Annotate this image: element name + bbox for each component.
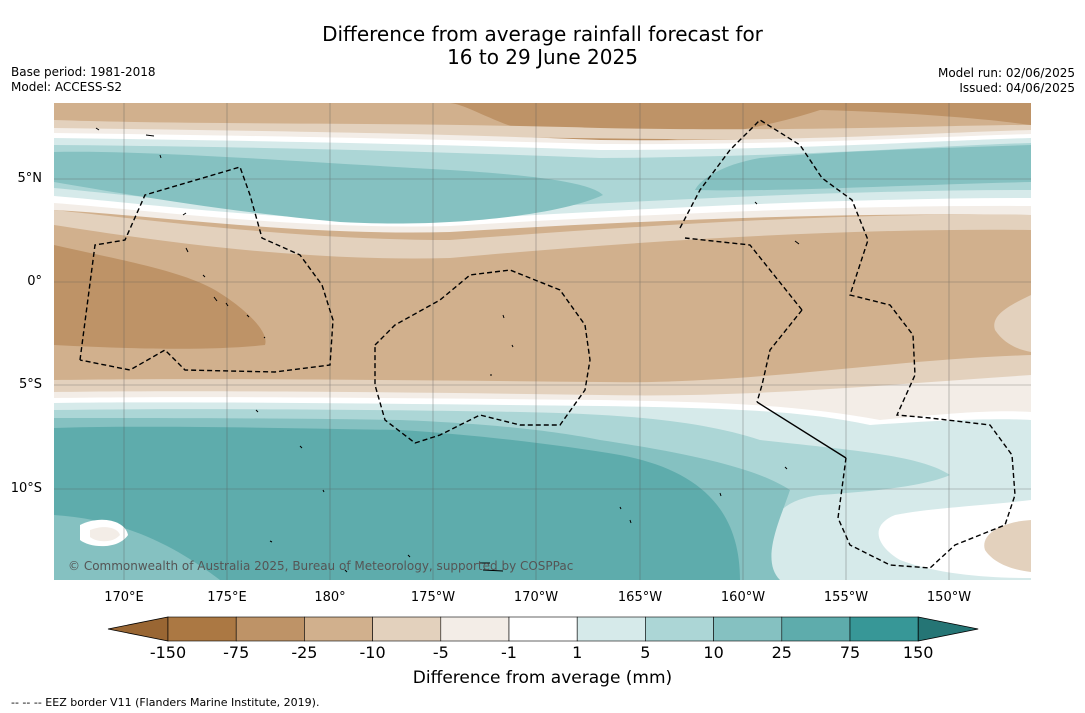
lon-label-175e: 175°E [207, 590, 247, 605]
lon-label-160w: 160°W [720, 590, 766, 605]
copyright-note: © Commonwealth of Australia 2025, Bureau… [68, 559, 574, 573]
patch-east-light [994, 295, 1031, 352]
lat-label-10s: 10°S [10, 481, 42, 496]
colorbar-tick-label: 25 [771, 643, 792, 662]
band-south-wet-4 [54, 426, 740, 580]
patch-north-wet-west [54, 151, 603, 224]
colorbar [107, 616, 979, 642]
colorbar-segment [849, 616, 919, 642]
lon-label-175w: 175°W [410, 590, 456, 605]
lat-label-5s: 5°S [18, 377, 42, 392]
lon-label-150w: 150°W [926, 590, 972, 605]
colorbar-arrow-high [917, 616, 979, 642]
colorbar-tick-label: 5 [640, 643, 651, 662]
gridlines [54, 103, 1031, 580]
colorbar-segment [713, 616, 783, 642]
colorbar-segment [781, 616, 851, 642]
patch-top-dark [54, 103, 1031, 143]
colorbar-arrow-low [107, 616, 169, 642]
colorbar-segment [167, 616, 237, 642]
patch-se-brown [984, 520, 1031, 572]
colorbar-tick-label: -1 [501, 643, 517, 662]
eez-legend: -- -- -- EEZ border V11 (Flanders Marine… [11, 696, 320, 709]
colorbar-segment [645, 616, 714, 642]
meta-right: Model run: 02/06/2025 Issued: 04/06/2025 [938, 66, 1075, 96]
colorbar-segment [508, 616, 578, 642]
colorbar-tick-label: -25 [291, 643, 318, 662]
colorbar-segment [304, 616, 373, 642]
lon-label-155w: 155°W [823, 590, 869, 605]
islands [95, 127, 800, 573]
base-period: Base period: 1981-2018 [11, 65, 156, 79]
model-name: Model: ACCESS-S2 [11, 80, 123, 94]
meta-left: Base period: 1981-2018 Model: ACCESS-S2 [11, 65, 156, 95]
rainfall-map [54, 103, 1031, 580]
map-title-line2: 16 to 29 June 2025 [447, 45, 638, 69]
lat-label-0: 0° [27, 274, 42, 289]
band-top-light [54, 120, 1031, 140]
colorbar-tick-label: -5 [432, 643, 449, 662]
eez-borders [79, 119, 1016, 569]
colorbar-segment [576, 616, 646, 642]
map-title-line1: Difference from average rainfall forecas… [322, 22, 763, 46]
issued-date: Issued: 04/06/2025 [959, 81, 1075, 95]
patch-west-dry [54, 245, 266, 349]
lon-label-180: 180° [314, 590, 346, 605]
lon-label-165w: 165°W [617, 590, 663, 605]
band-north-transition [54, 210, 1031, 259]
colorbar-tick-label: 1 [572, 643, 583, 662]
model-run: Model run: 02/06/2025 [937, 66, 1075, 80]
colorbar-title: Difference from average (mm) [412, 668, 673, 688]
colorbar-segment [372, 616, 442, 642]
lon-label-170w: 170°W [513, 590, 559, 605]
colorbar-segment [235, 616, 305, 642]
colorbar-tick-label: 150 [902, 643, 934, 662]
lon-label-170e: 170°E [104, 590, 144, 605]
colorbar-tick-label: -10 [359, 643, 386, 662]
colorbar-tick-label: -75 [223, 643, 250, 662]
colorbar-segment [440, 616, 510, 642]
patch-sw-light [90, 527, 120, 542]
colorbar-tick-label: -150 [149, 643, 187, 662]
lat-label-5n: 5°N [17, 171, 43, 186]
colorbar-tick-label: 10 [703, 643, 724, 662]
colorbar-tick-label: 75 [839, 643, 861, 662]
